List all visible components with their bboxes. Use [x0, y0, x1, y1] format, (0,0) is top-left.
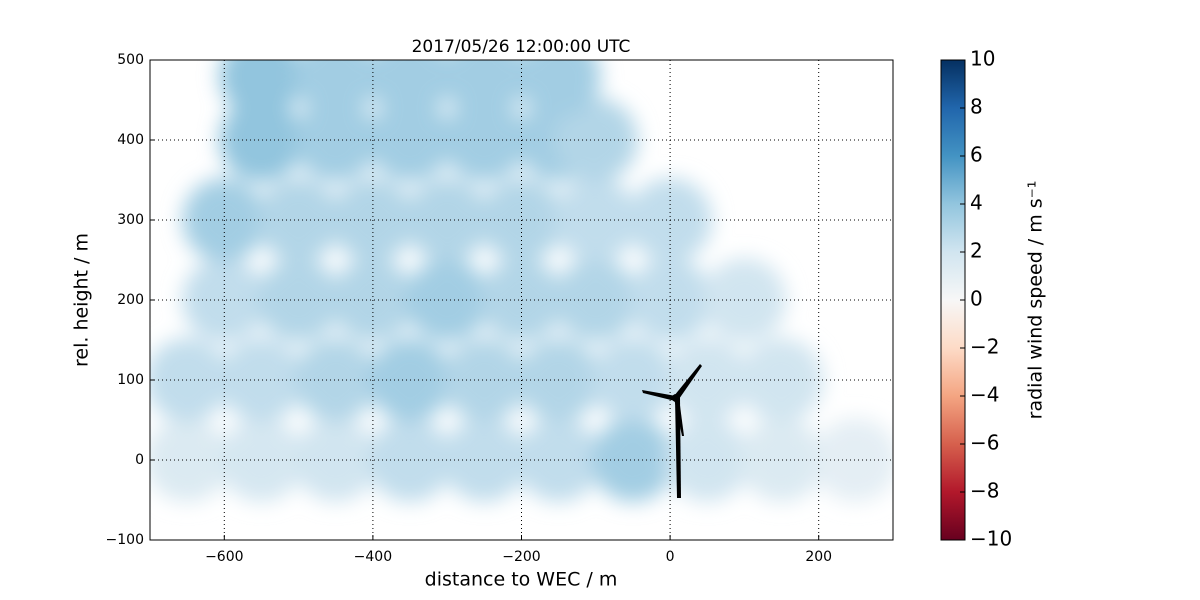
scatter-point: [219, 418, 304, 502]
scatter-point: [219, 98, 304, 182]
scatter-point: [442, 98, 527, 182]
y-tick-label: 400: [117, 132, 144, 148]
x-tick-label: −600: [205, 549, 243, 565]
scatter-point: [219, 338, 304, 422]
y-tick-label: 300: [117, 212, 144, 228]
chart-title: 2017/05/26 12:00:00 UTC: [412, 37, 631, 57]
scatter-point: [442, 60, 527, 118]
scatter-point: [702, 258, 787, 342]
colorbar-tick-label: −6: [970, 431, 999, 455]
scatter-point: [368, 60, 453, 118]
y-tick-label: 0: [135, 452, 144, 468]
scatter-point: [405, 258, 490, 342]
x-axis-label: distance to WEC / m: [425, 569, 618, 591]
scatter-point: [442, 418, 527, 502]
colorbar-tick-label: 2: [970, 239, 983, 263]
colorbar-tick-label: −4: [970, 383, 999, 407]
colorbar-tick-label: −2: [970, 335, 999, 359]
scatter-point: [219, 60, 304, 118]
scatter-point: [293, 60, 378, 118]
x-tick-label: −400: [354, 549, 392, 565]
y-tick-label: −100: [106, 532, 144, 548]
colorbar-tick-label: −8: [970, 479, 999, 503]
x-tick-label: −200: [502, 549, 540, 565]
scatter-point: [590, 338, 675, 422]
plot-frame: [149, 59, 894, 541]
scatter-point: [665, 418, 750, 502]
scatter-point: [553, 258, 638, 342]
colorbar-tick-label: −10: [970, 527, 1012, 551]
y-axis-label: rel. height / m: [71, 233, 93, 367]
colorbar-tick-label: 0: [970, 287, 983, 311]
y-tick-label: 500: [117, 52, 144, 68]
wind-turbine: [642, 364, 702, 498]
colorbar-tick-label: 8: [970, 95, 983, 119]
scatter-point: [590, 418, 675, 502]
y-tick-label: 100: [117, 372, 144, 388]
colorbar-tick-label: 4: [970, 191, 983, 215]
colorbar-tick-label: 10: [970, 47, 995, 71]
scatter-point: [293, 418, 378, 502]
grid: [150, 59, 893, 541]
colorbar-tick-label: 6: [970, 143, 983, 167]
scatter-point: [553, 178, 638, 262]
scatter-point: [739, 338, 824, 422]
scatter-point: [665, 338, 750, 422]
scatter-point: [516, 60, 601, 118]
scatter-point: [405, 178, 490, 262]
scatter-point: [553, 98, 638, 182]
scatter-point: [293, 98, 378, 182]
scatter-point: [813, 418, 893, 502]
scatter-point: [442, 338, 527, 422]
scatter-point: [739, 418, 824, 502]
scatter-point: [150, 418, 230, 502]
colorbar-label: radial wind speed / m s⁻¹: [1025, 181, 1047, 420]
scatter-point: [150, 338, 230, 422]
scatter-point: [293, 338, 378, 422]
y-tick-label: 200: [117, 292, 144, 308]
x-tick-label: 200: [805, 549, 832, 565]
x-tick-label: 0: [666, 549, 675, 565]
